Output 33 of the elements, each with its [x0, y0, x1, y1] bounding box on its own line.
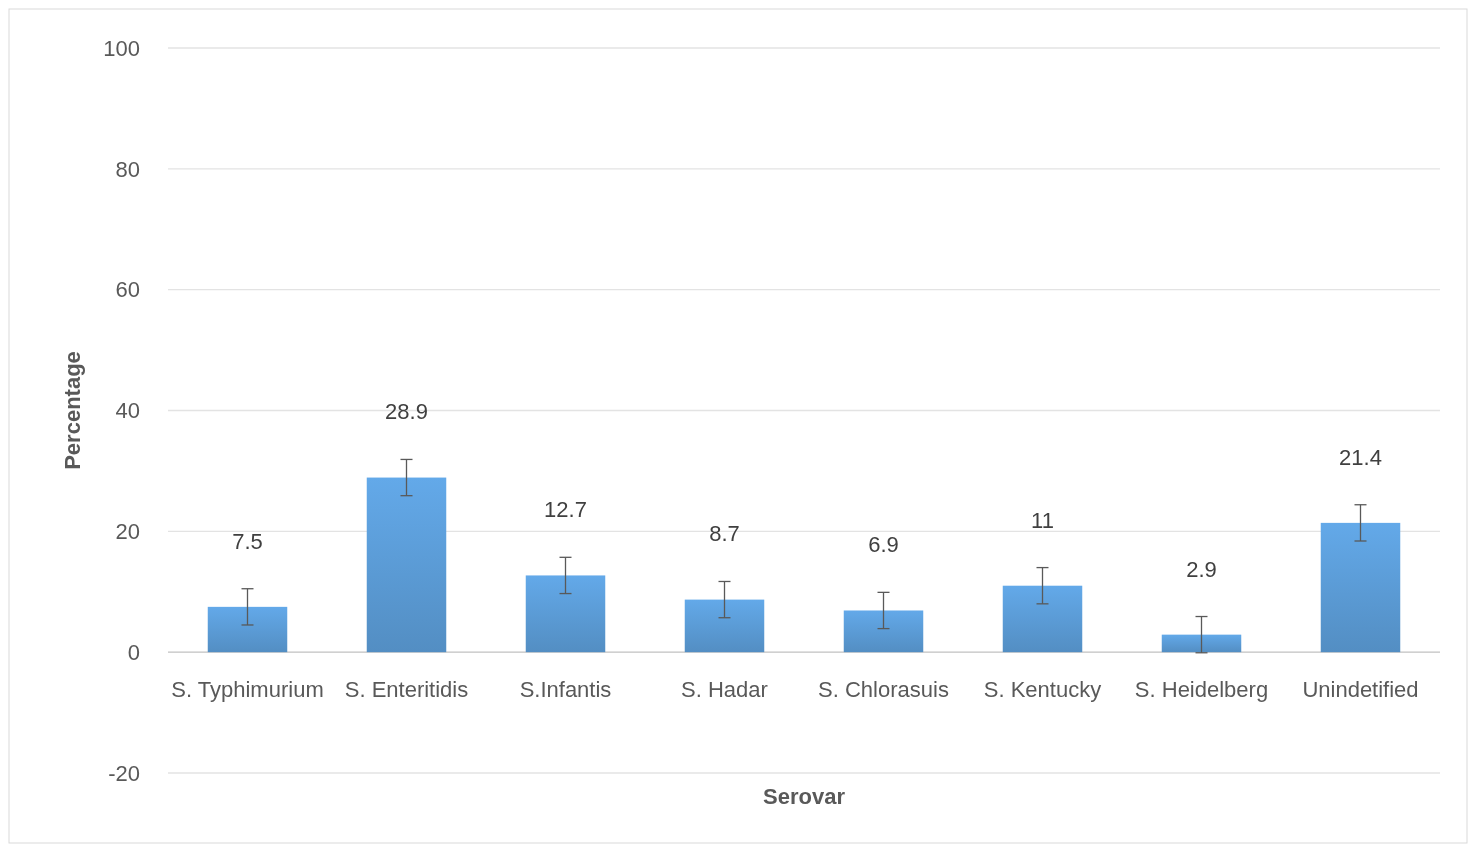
y-axis-title: Percentage: [60, 351, 85, 470]
y-tick-label: 20: [115, 519, 140, 545]
x-tick-label: Unindetified: [1302, 677, 1419, 703]
y-tick-label: 100: [103, 35, 140, 61]
y-tick-label: 40: [115, 398, 140, 424]
x-axis-title: Serovar: [763, 784, 846, 809]
x-tick-label: S. Kentucky: [983, 677, 1102, 703]
y-tick-label: -20: [108, 760, 140, 786]
data-label: 11: [1031, 507, 1054, 533]
data-label: 6.9: [868, 532, 899, 558]
x-tick-label: S. Enteritidis: [344, 677, 469, 703]
bar: [207, 606, 288, 653]
data-label: 28.9: [385, 399, 428, 425]
x-tick-label: S. Hadar: [681, 677, 768, 703]
data-label: 7.5: [232, 528, 263, 554]
x-tick-label: S. Heidelberg: [1134, 677, 1269, 703]
y-tick-label: 60: [115, 277, 140, 303]
x-tick-label: S.Infantis: [519, 677, 612, 703]
bar: [525, 575, 606, 653]
data-label: 8.7: [709, 521, 740, 547]
bar: [1002, 585, 1083, 653]
x-tick-label: S. Typhimurium: [171, 677, 324, 703]
bar: [1320, 522, 1401, 653]
x-tick-label: S. Chlorasuis: [818, 677, 949, 703]
bar: [1161, 634, 1242, 653]
data-label: 2.9: [1186, 556, 1217, 582]
y-tick-label: 80: [115, 156, 140, 182]
bar: [684, 599, 765, 653]
data-label: 21.4: [1339, 444, 1382, 470]
bar: [366, 477, 447, 653]
bar: [843, 610, 924, 653]
data-label: 12.7: [544, 497, 587, 523]
y-tick-label: 0: [127, 639, 140, 665]
